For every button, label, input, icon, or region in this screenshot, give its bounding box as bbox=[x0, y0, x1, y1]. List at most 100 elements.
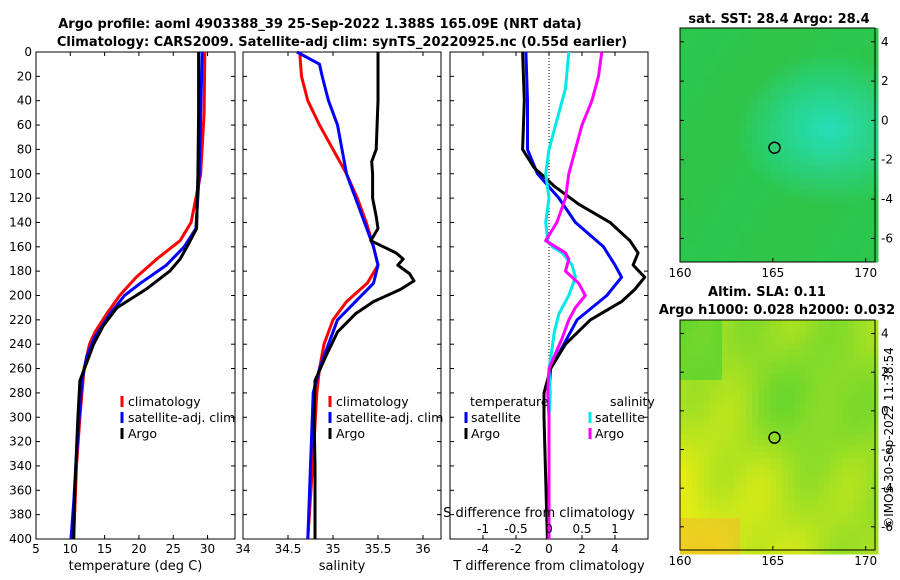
map-cell bbox=[866, 398, 873, 405]
map-cell bbox=[824, 124, 831, 131]
map-cell bbox=[848, 250, 855, 257]
map-cell bbox=[704, 404, 711, 411]
map-cell bbox=[692, 530, 699, 537]
map-cell bbox=[734, 386, 741, 393]
map-cell bbox=[746, 130, 753, 137]
map-cell bbox=[764, 52, 771, 59]
map-cell bbox=[734, 82, 741, 89]
map-cell bbox=[806, 256, 813, 263]
map-cell bbox=[722, 106, 729, 113]
map-cell bbox=[764, 548, 771, 555]
map-cell bbox=[680, 154, 687, 161]
map-cell bbox=[848, 76, 855, 83]
map-cell bbox=[752, 88, 759, 95]
map-cell bbox=[848, 214, 855, 221]
map-cell bbox=[830, 220, 837, 227]
map-cell bbox=[704, 64, 711, 71]
map-cell bbox=[692, 464, 699, 471]
map-cell bbox=[830, 524, 837, 531]
map-cell bbox=[698, 422, 705, 429]
map-cell bbox=[728, 536, 735, 543]
map-cell bbox=[728, 52, 735, 59]
y-tick-label: 60 bbox=[17, 118, 32, 132]
map-cell bbox=[698, 548, 705, 555]
map-cell bbox=[830, 94, 837, 101]
map-cell bbox=[782, 232, 789, 239]
map-cell bbox=[680, 374, 687, 381]
map-cell bbox=[746, 118, 753, 125]
map-cell bbox=[704, 488, 711, 495]
map-cell bbox=[680, 530, 687, 537]
map-cell bbox=[716, 458, 723, 465]
map-cell bbox=[752, 76, 759, 83]
map-cell bbox=[728, 190, 735, 197]
map-cell bbox=[782, 220, 789, 227]
map-cell bbox=[860, 244, 867, 251]
map-cell bbox=[746, 196, 753, 203]
map-cell bbox=[758, 190, 765, 197]
map-y-tick-label: 2 bbox=[881, 365, 889, 379]
map-cell bbox=[866, 196, 873, 203]
map-cell bbox=[800, 518, 807, 525]
map-cell bbox=[848, 166, 855, 173]
map-cell bbox=[818, 512, 825, 519]
map-cell bbox=[680, 238, 687, 245]
map-cell bbox=[782, 172, 789, 179]
map-cell bbox=[788, 220, 795, 227]
map-cell bbox=[860, 250, 867, 257]
map-cell bbox=[716, 154, 723, 161]
map-cell bbox=[776, 196, 783, 203]
map-cell bbox=[812, 446, 819, 453]
map-cell bbox=[734, 184, 741, 191]
map-cell bbox=[866, 416, 873, 423]
map-cell bbox=[722, 350, 729, 357]
x-tick-label: 30 bbox=[200, 542, 215, 556]
map-cell bbox=[758, 500, 765, 507]
map-cell bbox=[740, 446, 747, 453]
map-cell bbox=[740, 238, 747, 245]
map-cell bbox=[818, 124, 825, 131]
map-cell bbox=[734, 166, 741, 173]
map-cell bbox=[746, 536, 753, 543]
map-cell bbox=[866, 202, 873, 209]
map-cell bbox=[824, 326, 831, 333]
map-cell bbox=[824, 70, 831, 77]
map-cell bbox=[842, 34, 849, 41]
map-cell bbox=[710, 362, 717, 369]
map-cell bbox=[770, 64, 777, 71]
map-cell bbox=[812, 368, 819, 375]
map-cell bbox=[842, 488, 849, 495]
map-cell bbox=[776, 428, 783, 435]
map-cell bbox=[860, 70, 867, 77]
map-cell bbox=[794, 136, 801, 143]
map-cell bbox=[848, 536, 855, 543]
map-cell bbox=[722, 320, 729, 327]
map-cell bbox=[836, 368, 843, 375]
map-cell bbox=[824, 506, 831, 513]
map-cell bbox=[818, 320, 825, 327]
map-cell bbox=[746, 464, 753, 471]
map-cell bbox=[860, 82, 867, 89]
map-cell bbox=[728, 154, 735, 161]
map-cell bbox=[806, 344, 813, 351]
map-cell bbox=[746, 28, 753, 35]
map-cell bbox=[776, 166, 783, 173]
map-cell bbox=[800, 446, 807, 453]
map-cell bbox=[866, 70, 873, 77]
map-cell bbox=[716, 374, 723, 381]
map-cell bbox=[782, 76, 789, 83]
map-cell bbox=[698, 512, 705, 519]
map-cell bbox=[842, 202, 849, 209]
map-cell bbox=[680, 184, 687, 191]
map-cell bbox=[782, 422, 789, 429]
map-cell bbox=[740, 64, 747, 71]
map-cell bbox=[818, 548, 825, 555]
map-cell bbox=[698, 380, 705, 387]
map-cell bbox=[776, 434, 783, 441]
map-cell bbox=[866, 250, 873, 257]
map-cell bbox=[722, 512, 729, 519]
map-cell bbox=[800, 94, 807, 101]
map-cell bbox=[698, 320, 705, 327]
map-cell bbox=[860, 500, 867, 507]
map-cell bbox=[788, 148, 795, 155]
